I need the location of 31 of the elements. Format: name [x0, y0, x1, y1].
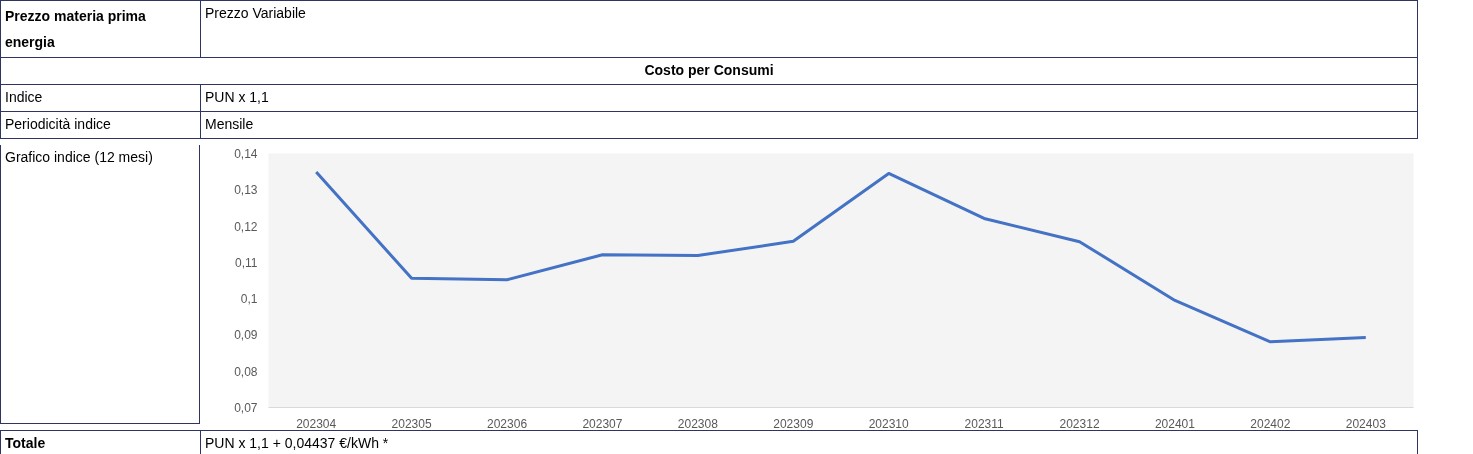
- y-tick-label: 0,09: [234, 328, 258, 343]
- y-tick-label: 0,14: [234, 147, 258, 161]
- x-tick-label: 202403: [1345, 416, 1387, 431]
- x-tick-label: 202305: [391, 416, 432, 431]
- y-tick-label: 0,08: [234, 364, 258, 379]
- x-tick-label: 202311: [964, 416, 1005, 431]
- y-tick-label: 0,1: [240, 292, 258, 307]
- x-tick-label: 202312: [1059, 416, 1100, 431]
- y-tick-label: 0,11: [235, 255, 258, 270]
- y-tick-label: 0,13: [234, 183, 258, 198]
- x-tick-label: 202306: [487, 416, 528, 431]
- text: PUN x 1,1 + 0,04437 €/kWh *: [200, 430, 1418, 454]
- x-tick-label: 202308: [677, 416, 719, 431]
- text: PUN x 1,1: [200, 84, 1418, 112]
- y-tick-label: 0,07: [234, 401, 258, 415]
- line-series: [314, 170, 1368, 344]
- text: Periodicità indice: [0, 111, 201, 139]
- x-tick-label: 202309: [773, 416, 814, 431]
- text: Indice: [0, 84, 201, 112]
- text: Totale: [0, 430, 201, 454]
- text: Mensile: [200, 111, 1418, 139]
- text: Prezzo Variabile: [200, 0, 1418, 58]
- x-tick-label: 202304: [296, 416, 337, 431]
- text: Costo per Consumi: [0, 57, 1418, 85]
- x-tick-label: 202307: [582, 416, 623, 431]
- text: Prezzo materia prima energia: [0, 0, 201, 58]
- x-tick-label: 202402: [1250, 416, 1291, 431]
- x-tick-label: 202310: [868, 416, 910, 431]
- x-tick-label: 202401: [1154, 416, 1196, 431]
- text: Grafico indice (12 mesi): [0, 145, 200, 424]
- y-tick-label: 0,12: [234, 219, 258, 234]
